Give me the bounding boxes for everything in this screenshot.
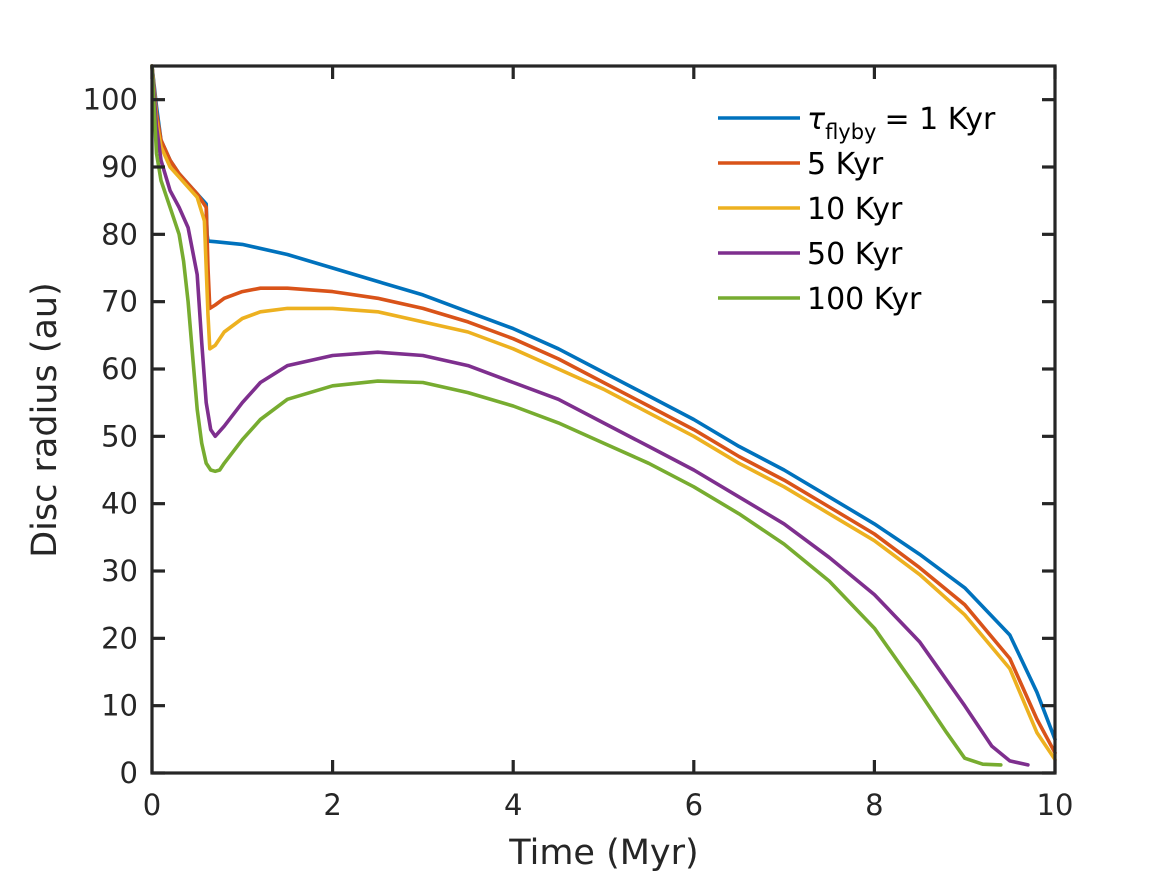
x-tick-label: 0 [143, 788, 161, 822]
x-axis-title: Time (Myr) [508, 833, 698, 873]
legend-subscript: flyby [825, 120, 876, 144]
y-tick-label: 40 [101, 487, 138, 521]
y-tick-label: 30 [101, 554, 138, 588]
y-tick-label: 70 [101, 285, 138, 319]
series-layer [150, 64, 1057, 767]
legend-label-1: τflyby = 1 Kyr [807, 102, 996, 144]
y-tick-label: 50 [101, 419, 138, 453]
series-line-4 [150, 64, 1030, 767]
legend-tau-symbol: τ [807, 102, 826, 137]
y-tick-label: 90 [101, 150, 138, 184]
x-tick-label: 8 [865, 788, 883, 822]
x-tick-label: 10 [1037, 788, 1074, 822]
legend-label-4: 50 Kyr [807, 237, 903, 272]
series-line-2 [150, 64, 1057, 755]
legend-label-2: 5 Kyr [807, 147, 884, 182]
y-tick-label: 100 [83, 83, 138, 117]
x-tick-label: 4 [504, 788, 522, 822]
ticks-layer [150, 66, 1057, 775]
y-tick-label: 80 [101, 217, 138, 251]
x-tick-label: 6 [685, 788, 703, 822]
y-tick-label: 20 [101, 621, 138, 655]
legend-label-5: 100 Kyr [807, 282, 922, 317]
x-tick-label: 2 [323, 788, 341, 822]
y-tick-label: 60 [101, 352, 138, 386]
y-axis-title: Disc radius (au) [25, 282, 65, 558]
y-tick-label: 10 [101, 689, 138, 723]
y-tick-label: 0 [120, 756, 138, 790]
plot-frame [150, 64, 1057, 775]
legend-label-3: 10 Kyr [807, 192, 903, 227]
series-line-5 [150, 64, 1003, 767]
legend-label-text-1: = 1 Kyr [884, 102, 996, 137]
series-line-3 [150, 64, 1057, 762]
